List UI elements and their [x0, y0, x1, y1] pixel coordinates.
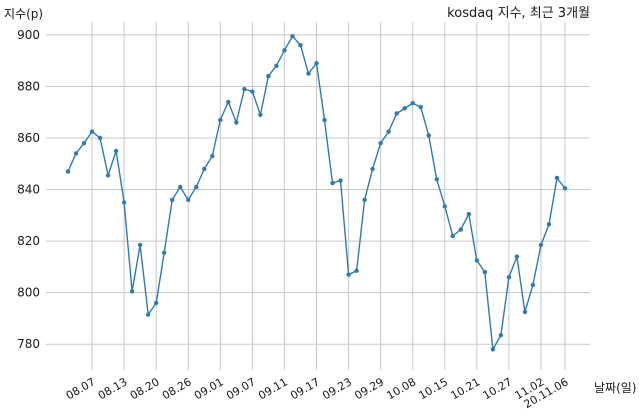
y-tick-label: 780: [17, 337, 40, 351]
y-tick-label: 900: [17, 28, 40, 42]
data-point: [482, 269, 488, 275]
x-tick-label: 10.08: [384, 375, 418, 402]
data-point: [410, 101, 415, 106]
grid: [46, 22, 590, 370]
data-point: [250, 89, 255, 94]
data-point: [418, 104, 423, 110]
data-point: [498, 333, 504, 338]
data-point: [554, 175, 560, 181]
x-tick-label: 10.15: [416, 375, 450, 402]
data-point: [89, 129, 95, 134]
x-tick-label: 10.21: [449, 375, 483, 402]
data-point: [121, 200, 127, 205]
data-point: [522, 309, 528, 315]
data-point: [218, 117, 223, 123]
x-axis-label: 날짜(일): [594, 381, 636, 395]
data-point: [306, 71, 311, 76]
data-point: [298, 43, 303, 48]
data-point: [97, 135, 103, 141]
data-point: [362, 197, 367, 203]
data-point: [562, 186, 568, 191]
data-point: [338, 178, 343, 183]
data-point: [330, 180, 335, 186]
data-point: [178, 184, 183, 190]
data-point: [73, 151, 79, 156]
x-tick-label: 10.27: [481, 375, 515, 402]
data-point: [370, 166, 375, 172]
data-point: [434, 177, 439, 182]
x-tick-label: 09.01: [192, 375, 226, 402]
data-point: [442, 204, 447, 209]
data-point: [426, 133, 431, 138]
data-point: [234, 120, 239, 125]
x-tick-label: 08.07: [64, 375, 98, 402]
data-point: [194, 184, 199, 190]
y-axis-label: 지수(p): [4, 7, 43, 21]
x-tick-label: 09.17: [288, 375, 322, 402]
data-point: [530, 282, 536, 288]
data-point: [274, 63, 279, 69]
data-point: [113, 148, 119, 154]
data-point: [538, 242, 544, 248]
data-point: [506, 275, 512, 280]
data-point: [170, 197, 175, 203]
data-point: [137, 242, 143, 248]
data-point: [226, 99, 231, 105]
data-point: [210, 153, 215, 159]
data-point: [466, 211, 472, 217]
data-point: [105, 173, 111, 178]
data-point: [458, 227, 463, 232]
data-point: [282, 48, 287, 53]
y-tick-label: 820: [17, 234, 40, 248]
data-point: [153, 300, 159, 306]
data-point: [546, 222, 552, 227]
y-tick-label: 800: [17, 286, 40, 300]
data-point: [386, 129, 391, 134]
x-tick-label: 08.13: [96, 375, 130, 402]
x-tick-label: 08.20: [128, 375, 162, 402]
data-point: [474, 258, 480, 263]
x-tick-label: 09.07: [224, 375, 258, 402]
data-point: [514, 254, 520, 259]
data-point: [186, 197, 191, 203]
data-point: [161, 250, 167, 255]
data-point: [81, 140, 87, 146]
data-point: [202, 166, 207, 172]
data-point: [129, 289, 135, 294]
y-axis-ticks: 780 800 820 840 860 880 900: [17, 28, 40, 351]
data-point: [378, 140, 383, 146]
x-tick-label: 09.23: [320, 375, 354, 402]
data-point: [346, 272, 351, 277]
series: [65, 33, 568, 352]
data-point: [490, 347, 496, 352]
data-point: [266, 73, 271, 79]
data-point: [258, 112, 263, 118]
data-point: [242, 86, 247, 92]
x-tick-label: 09.11: [256, 375, 290, 402]
x-tick-label: 08.26: [160, 375, 194, 402]
data-point: [450, 233, 455, 239]
chart-title: kosdaq 지수, 최근 3개월: [447, 6, 590, 21]
y-tick-label: 840: [17, 183, 40, 197]
data-point: [290, 33, 295, 39]
y-tick-label: 860: [17, 131, 40, 145]
data-point: [65, 169, 71, 174]
x-axis-ticks: 08.0708.1308.2008.2609.0109.0709.1109.17…: [64, 375, 571, 411]
data-point: [145, 312, 151, 317]
data-point: [354, 268, 359, 273]
x-tick-label: 09.29: [352, 375, 386, 402]
data-point: [314, 61, 319, 66]
data-point: [394, 111, 399, 116]
y-tick-label: 880: [17, 79, 40, 93]
data-point: [322, 117, 327, 123]
data-point: [402, 106, 407, 111]
